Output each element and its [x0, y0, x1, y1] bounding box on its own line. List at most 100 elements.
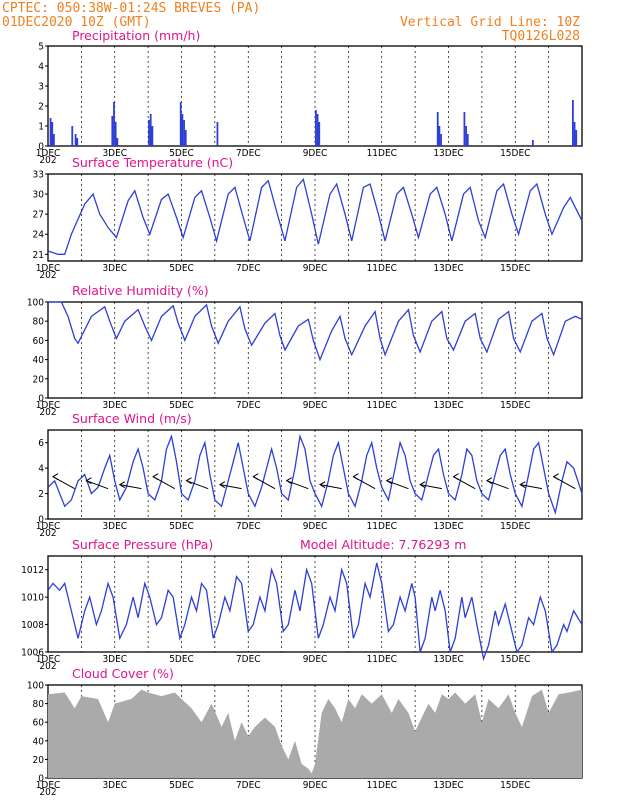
wind-arrow-head — [252, 473, 259, 481]
wind-arrow-head — [452, 473, 459, 481]
precip-bar — [179, 102, 182, 146]
relative-humidity-series-line — [48, 301, 583, 362]
surface-temperature-title: Surface Temperature (nC) — [72, 155, 233, 170]
precipitation-xtick-label: 7DEC — [236, 148, 261, 159]
relative-humidity-ytick-label: 40 — [33, 355, 45, 366]
relative-humidity-ytick-label: 60 — [33, 336, 45, 347]
precipitation-xtick-label: 5DEC — [169, 148, 194, 159]
precipitation-xtick-label: 3DEC — [102, 148, 127, 159]
surface-pressure-ytick-label: 1006 — [21, 648, 44, 659]
precipitation-xtick-label: 9DEC — [303, 148, 328, 159]
relative-humidity-xtick-label: 1DEC — [36, 400, 61, 411]
surface-wind-xtick-label: 5DEC — [169, 521, 194, 532]
surface-temperature-frame — [47, 173, 583, 262]
surface-wind-ytick-label: 4 — [38, 464, 44, 475]
surface-pressure-ytick-label: 1012 — [21, 565, 44, 576]
surface-wind-series-line — [47, 433, 583, 516]
wind-arrow — [319, 484, 342, 490]
surface-temperature-xtick-label: 9DEC — [303, 263, 328, 274]
precipitation-year-fragment: 202 — [39, 155, 56, 166]
relative-humidity-xtick-label: 11DEC — [367, 400, 397, 411]
wind-arrow-head — [52, 473, 59, 481]
cloud-cover-ytick-label: 60 — [33, 718, 45, 729]
cloud-cover-ytick-label: 40 — [33, 736, 45, 747]
surface-wind-year-fragment: 202 — [39, 528, 56, 539]
relative-humidity-year-fragment: 202 — [39, 407, 56, 418]
surface-wind-xtick-label: 9DEC — [303, 521, 328, 532]
precip-bar — [113, 102, 115, 146]
cloud-cover-year-fragment: 202 — [39, 787, 56, 798]
cloud-cover-xtick-label: 9DEC — [303, 780, 328, 791]
surface-wind-xtick-label: 11DEC — [367, 521, 397, 532]
precip-bar — [440, 134, 442, 146]
relative-humidity-xtick-label: 9DEC — [303, 400, 328, 411]
wind-arrow — [486, 480, 509, 490]
surface-wind-xtick-label: 3DEC — [102, 521, 127, 532]
surface-pressure-title: Surface Pressure (hPa) — [72, 537, 213, 552]
surface-temperature-xtick-label: 3DEC — [102, 263, 127, 274]
wind-arrow — [386, 480, 409, 490]
cloud-cover-xtick-label: 13DEC — [433, 780, 463, 791]
wind-arrow — [186, 480, 209, 490]
wind-arrow-head — [352, 473, 359, 481]
surface-temperature-xtick-label: 13DEC — [433, 263, 463, 274]
precip-bar — [216, 122, 219, 146]
surface-temperature-xtick-label: 11DEC — [367, 263, 397, 274]
surface-wind-xtick-label: 15DEC — [500, 521, 530, 532]
surface-wind-ytick-label: 0 — [38, 515, 44, 526]
surface-temperature-ytick-label: 30 — [33, 190, 45, 201]
surface-pressure-xtick-label: 3DEC — [102, 654, 127, 665]
relative-humidity-xtick-label: 7DEC — [236, 400, 261, 411]
cloud-cover-ytick-label: 0 — [38, 774, 44, 785]
surface-pressure-ytick-label: 1010 — [21, 593, 44, 604]
wind-arrow-head — [285, 477, 292, 485]
precip-bar — [438, 126, 441, 146]
precip-bar — [183, 120, 185, 146]
wind-arrow-head — [185, 477, 192, 485]
precip-bar — [114, 122, 117, 146]
precip-bar — [151, 126, 154, 146]
relative-humidity-panel: 0 20 40 60 80 100 1DEC 3DEC 5DEC 7DEC 9DEC 11DEC 13D… — [27, 283, 583, 418]
surface-pressure-panel: 1006 1008 1010 1012 1DEC 3DEC 5DEC 7DEC 9DEC 11DE… — [21, 537, 583, 672]
cloud-cover-area — [48, 689, 582, 778]
wind-arrow — [420, 484, 442, 490]
surface-pressure-year-fragment: 202 — [39, 661, 56, 672]
surface-temperature-ytick-label: 33 — [33, 170, 44, 181]
cloud-cover-ytick-label: 100 — [27, 681, 44, 692]
surface-wind-xtick-label: 13DEC — [433, 521, 463, 532]
surface-pressure-xtick-label: 5DEC — [169, 654, 194, 665]
precip-bar — [466, 134, 469, 146]
surface-wind-panel: 0 2 4 6 1DEC 3DEC 5DEC 7DEC 9DEC 11DEC 13DEC 15DEC 2… — [36, 411, 583, 539]
relative-humidity-ytick-label: 80 — [33, 317, 45, 328]
wind-arrow-head — [218, 481, 226, 489]
precip-bar — [71, 126, 74, 146]
surface-wind-title: Surface Wind (m/s) — [72, 411, 192, 426]
relative-humidity-ytick-label: 0 — [38, 394, 44, 405]
wind-arrow — [119, 484, 142, 490]
wind-arrow-head — [118, 481, 126, 489]
model-altitude-label: Model Altitude: 7.76293 m — [300, 537, 466, 552]
precipitation-ytick-label: 1 — [38, 122, 44, 133]
precipitation-panel: 0 1 2 3 4 5 1DEC 3DEC 5DEC 7DEC 9DEC 11DEC 13DEC 15DE… — [36, 28, 583, 166]
cloud-cover-xtick-label: 11DEC — [367, 780, 397, 791]
precip-bar — [49, 118, 52, 146]
precip-bar — [318, 122, 321, 146]
precipitation-ytick-label: 4 — [38, 62, 44, 73]
surface-wind-ytick-label: 6 — [38, 438, 44, 449]
cloud-cover-title: Cloud Cover (%) — [72, 666, 174, 681]
wind-arrow-head — [152, 473, 159, 481]
wind-arrow-head — [552, 473, 559, 481]
surface-wind-ytick-label: 2 — [38, 489, 44, 500]
surface-temperature-xtick-label: 7DEC — [236, 263, 261, 274]
precip-bar — [111, 116, 114, 146]
surface-temperature-panel: 21 24 27 30 33 1DEC 3DEC 5DEC 7DEC 9DEC 11DEC 13DEC… — [33, 155, 583, 281]
wind-arrow-head — [85, 477, 92, 485]
surface-pressure-ytick-label: 1008 — [21, 620, 44, 631]
precip-bar — [465, 126, 467, 146]
surface-pressure-xtick-label: 1DEC — [36, 654, 61, 665]
precipitation-ytick-label: 5 — [38, 42, 44, 53]
header-model-id: TQ0126L028 — [502, 29, 580, 44]
surface-pressure-xtick-label: 15DEC — [500, 654, 530, 665]
precipitation-ytick-label: 3 — [38, 82, 44, 93]
